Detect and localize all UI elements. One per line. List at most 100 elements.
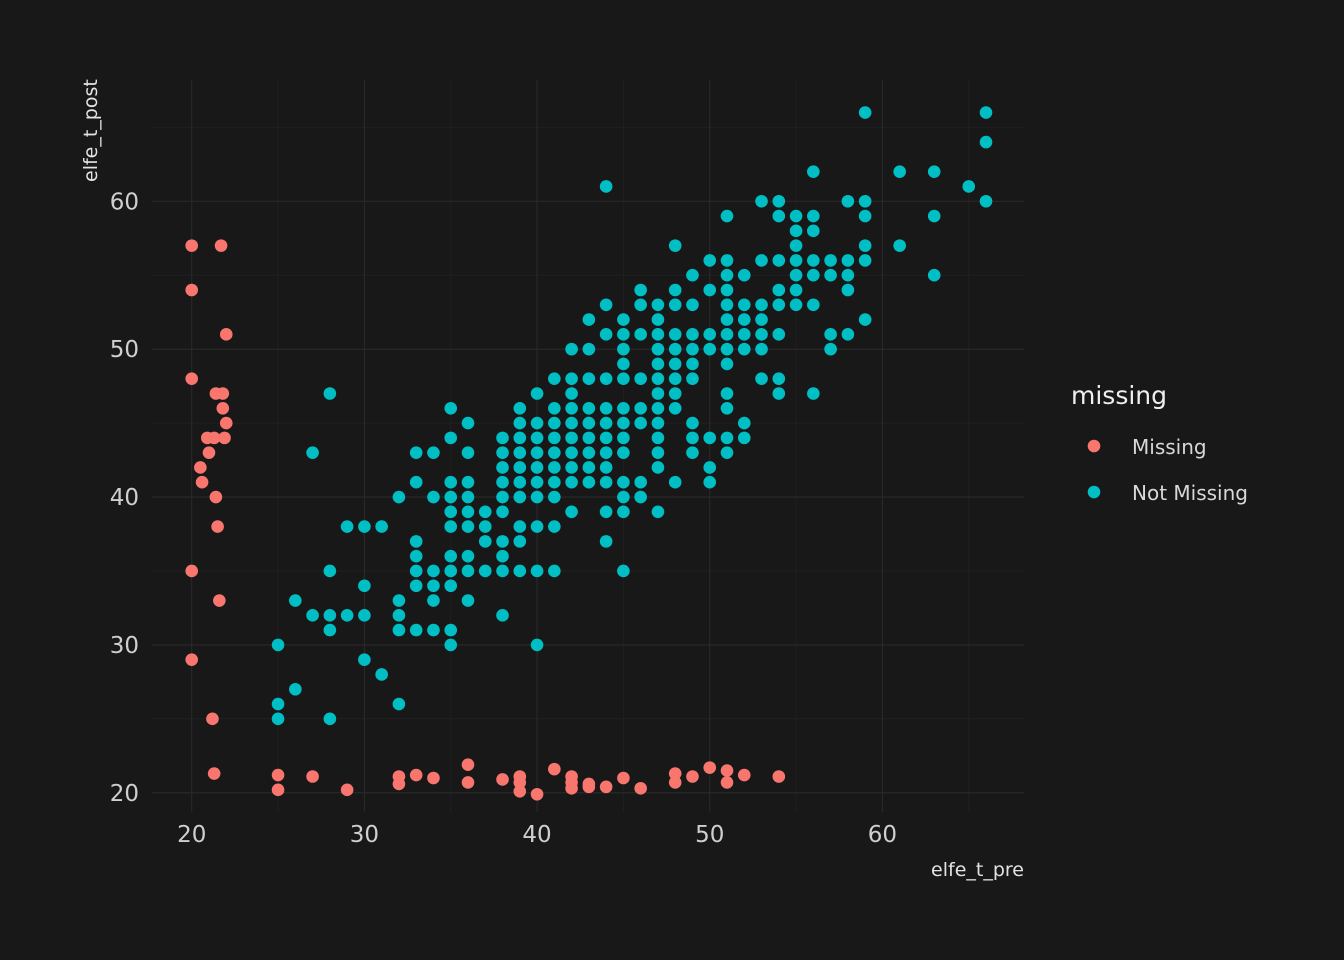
point-not-missing: [789, 239, 803, 252]
point-not-missing: [737, 431, 751, 445]
point-not-missing: [530, 446, 544, 459]
point-not-missing: [548, 431, 561, 445]
point-not-missing: [358, 520, 371, 533]
point-not-missing: [582, 461, 596, 474]
point-not-missing: [703, 254, 717, 267]
point-not-missing: [651, 431, 665, 445]
point-not-missing: [789, 298, 803, 312]
point-missing: [703, 761, 717, 774]
x-tick-label: 40: [522, 822, 551, 848]
point-not-missing: [807, 387, 820, 400]
point-not-missing: [755, 313, 768, 326]
point-missing: [392, 777, 406, 791]
point-missing: [427, 771, 440, 785]
point-not-missing: [668, 342, 682, 356]
point-not-missing: [582, 372, 596, 386]
point-missing: [218, 431, 231, 445]
point-missing: [216, 387, 230, 400]
point-not-missing: [720, 209, 734, 223]
point-not-missing: [599, 446, 613, 459]
point-not-missing: [772, 194, 786, 208]
point-not-missing: [513, 564, 527, 578]
point-not-missing: [565, 475, 578, 489]
point-not-missing: [323, 609, 337, 622]
point-not-missing: [548, 490, 561, 504]
point-not-missing: [340, 520, 354, 533]
point-not-missing: [530, 461, 544, 474]
point-not-missing: [720, 401, 734, 415]
point-not-missing: [409, 623, 423, 637]
y-tick-label: 50: [110, 337, 139, 363]
point-not-missing: [565, 401, 578, 415]
point-missing: [617, 771, 630, 785]
point-not-missing: [409, 579, 423, 593]
point-not-missing: [271, 712, 285, 726]
point-not-missing: [893, 165, 906, 178]
point-missing: [668, 767, 682, 780]
legend-key-not-missing: [1087, 485, 1101, 499]
point-not-missing: [686, 357, 699, 371]
point-not-missing: [720, 357, 734, 371]
point-not-missing: [824, 254, 837, 267]
point-not-missing: [807, 224, 820, 238]
point-missing: [306, 770, 319, 783]
point-not-missing: [323, 387, 337, 400]
point-not-missing: [461, 490, 475, 504]
point-not-missing: [927, 165, 941, 178]
point-not-missing: [530, 564, 544, 578]
point-not-missing: [720, 254, 734, 267]
point-not-missing: [427, 446, 440, 459]
point-not-missing: [599, 328, 613, 341]
point-not-missing: [599, 505, 613, 519]
point-not-missing: [686, 372, 699, 386]
point-not-missing: [599, 180, 613, 193]
point-not-missing: [789, 254, 803, 267]
point-not-missing: [496, 535, 509, 548]
point-missing: [195, 475, 209, 489]
point-not-missing: [703, 461, 717, 474]
point-not-missing: [582, 416, 596, 430]
point-not-missing: [496, 609, 509, 622]
point-not-missing: [530, 416, 544, 430]
point-not-missing: [634, 328, 647, 341]
point-not-missing: [444, 564, 458, 578]
point-not-missing: [409, 549, 423, 563]
point-not-missing: [392, 490, 406, 504]
legend: missing Missing Not Missing: [1071, 381, 1248, 505]
point-not-missing: [358, 609, 371, 622]
point-not-missing: [478, 520, 492, 533]
point-missing: [219, 416, 233, 430]
data-points: [185, 106, 993, 801]
point-missing: [565, 782, 578, 795]
point-not-missing: [651, 505, 665, 519]
point-not-missing: [496, 461, 509, 474]
point-not-missing: [755, 298, 768, 312]
point-not-missing: [651, 372, 665, 386]
point-not-missing: [979, 194, 993, 208]
point-not-missing: [686, 298, 699, 312]
point-not-missing: [599, 416, 613, 430]
point-not-missing: [599, 475, 613, 489]
point-not-missing: [979, 135, 993, 149]
point-not-missing: [513, 431, 527, 445]
point-not-missing: [668, 387, 682, 400]
point-not-missing: [461, 564, 475, 578]
point-not-missing: [496, 475, 509, 489]
point-missing: [340, 783, 354, 797]
point-not-missing: [789, 209, 803, 223]
point-not-missing: [772, 209, 786, 223]
point-missing: [461, 758, 475, 771]
point-not-missing: [755, 194, 768, 208]
y-tick-label: 30: [110, 633, 139, 659]
point-not-missing: [582, 475, 596, 489]
point-not-missing: [668, 298, 682, 312]
point-missing: [271, 768, 285, 782]
point-not-missing: [461, 446, 475, 459]
point-not-missing: [565, 505, 578, 519]
point-not-missing: [444, 431, 458, 445]
point-not-missing: [651, 298, 665, 312]
point-not-missing: [409, 535, 423, 548]
point-not-missing: [617, 490, 630, 504]
point-not-missing: [651, 342, 665, 356]
